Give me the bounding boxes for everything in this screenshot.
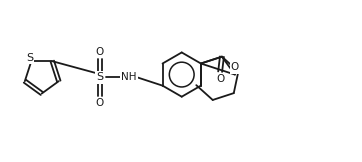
Text: O: O bbox=[216, 74, 224, 84]
Text: S: S bbox=[26, 53, 33, 63]
Text: NH: NH bbox=[122, 72, 137, 82]
Text: S: S bbox=[96, 72, 103, 82]
Text: O: O bbox=[96, 47, 104, 57]
Text: O: O bbox=[96, 98, 104, 108]
Text: O: O bbox=[231, 62, 239, 72]
